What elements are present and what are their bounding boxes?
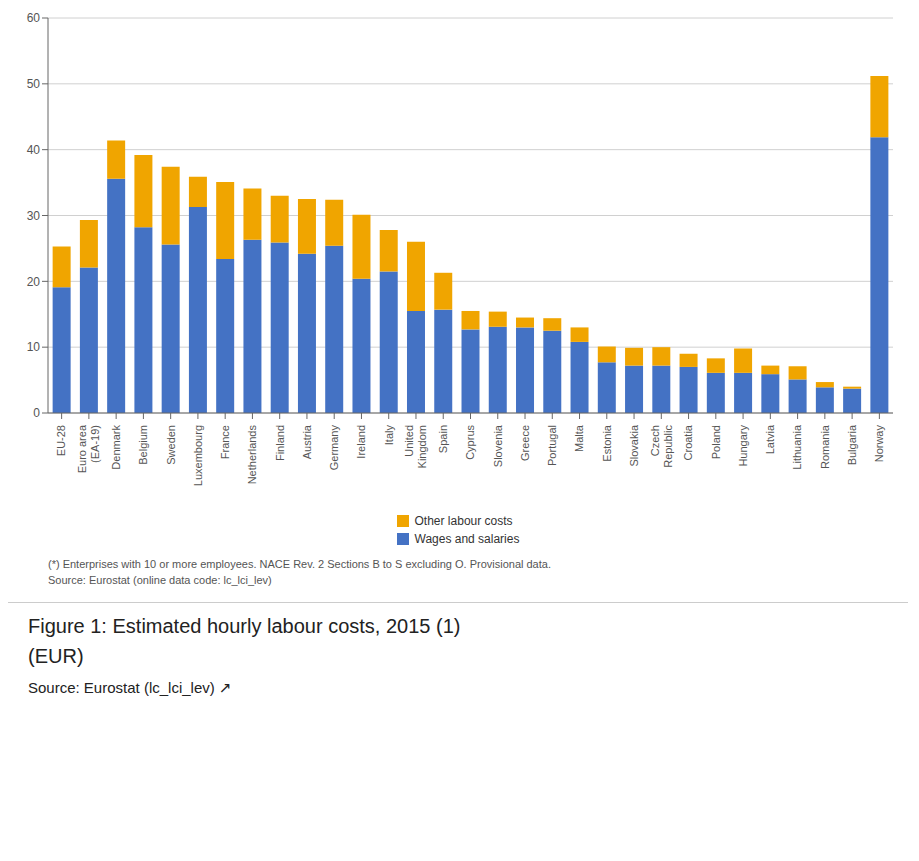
svg-text:Lithuania: Lithuania: [791, 424, 803, 470]
html-text:Other labour costs: Other labour costs: [414, 514, 513, 528]
svg-text:CzechRepublic: CzechRepublic: [649, 425, 674, 468]
svg-text:20: 20: [27, 275, 41, 289]
svg-text:10: 10: [27, 340, 41, 354]
svg-text:Romania: Romania: [819, 424, 831, 469]
svg-text:Ireland: Ireland: [355, 425, 367, 459]
svg-text:Slovakia: Slovakia: [628, 424, 640, 466]
svg-text:Hungary: Hungary: [737, 425, 749, 467]
svg-text:30: 30: [27, 209, 41, 223]
svg-text:UnitedKingdom: UnitedKingdom: [403, 425, 428, 468]
svg-text:Latvia: Latvia: [764, 424, 776, 454]
svg-text:Portugal: Portugal: [546, 425, 558, 466]
svg-text:Germany: Germany: [328, 425, 340, 471]
svg-text:Denmark: Denmark: [110, 425, 122, 470]
svg-text:Estonia: Estonia: [601, 424, 613, 462]
svg-text:50: 50: [27, 77, 41, 91]
html-text:(EUR): (EUR): [28, 645, 84, 667]
svg-text:Netherlands: Netherlands: [246, 425, 258, 485]
html-text:Source: Eurostat (online data: Source: Eurostat (online data code: lc_l…: [48, 574, 272, 586]
svg-text:60: 60: [27, 11, 41, 25]
html-text:(*) Enterprises with 10 or mor: (*) Enterprises with 10 or more employee…: [48, 558, 551, 570]
svg-text:Sweden: Sweden: [165, 425, 177, 465]
svg-text:Malta: Malta: [573, 424, 585, 452]
svg-text:Croatia: Croatia: [682, 424, 694, 460]
svg-text:Slovenia: Slovenia: [492, 424, 504, 467]
svg-text:Austria: Austria: [301, 424, 313, 459]
svg-text:France: France: [219, 425, 231, 459]
svg-text:Luxembourg: Luxembourg: [192, 425, 204, 486]
svg-text:Norway: Norway: [873, 425, 885, 463]
svg-text:Bulgaria: Bulgaria: [846, 424, 858, 465]
svg-text:Poland: Poland: [710, 425, 722, 459]
svg-text:Italy: Italy: [383, 425, 395, 446]
html-text:Figure 1: Estimated hourly lab: Figure 1: Estimated hourly labour costs,…: [28, 615, 461, 637]
svg-text:Belgium: Belgium: [137, 425, 149, 465]
svg-text:Greece: Greece: [519, 425, 531, 461]
svg-text:EU-28: EU-28: [55, 425, 67, 456]
svg-text:Euro area(EA-19): Euro area(EA-19): [76, 424, 101, 473]
svg-text:0: 0: [33, 406, 40, 420]
svg-text:Spain: Spain: [437, 425, 449, 453]
svg-text:Cyprus: Cyprus: [464, 425, 476, 460]
html-text:Source: Eurostat (lc_lci_lev): Source: Eurostat (lc_lci_lev) ↗: [28, 679, 232, 696]
html-text:Wages and salaries: Wages and salaries: [414, 532, 520, 546]
svg-text:40: 40: [27, 143, 41, 157]
svg-text:Finland: Finland: [274, 425, 286, 461]
